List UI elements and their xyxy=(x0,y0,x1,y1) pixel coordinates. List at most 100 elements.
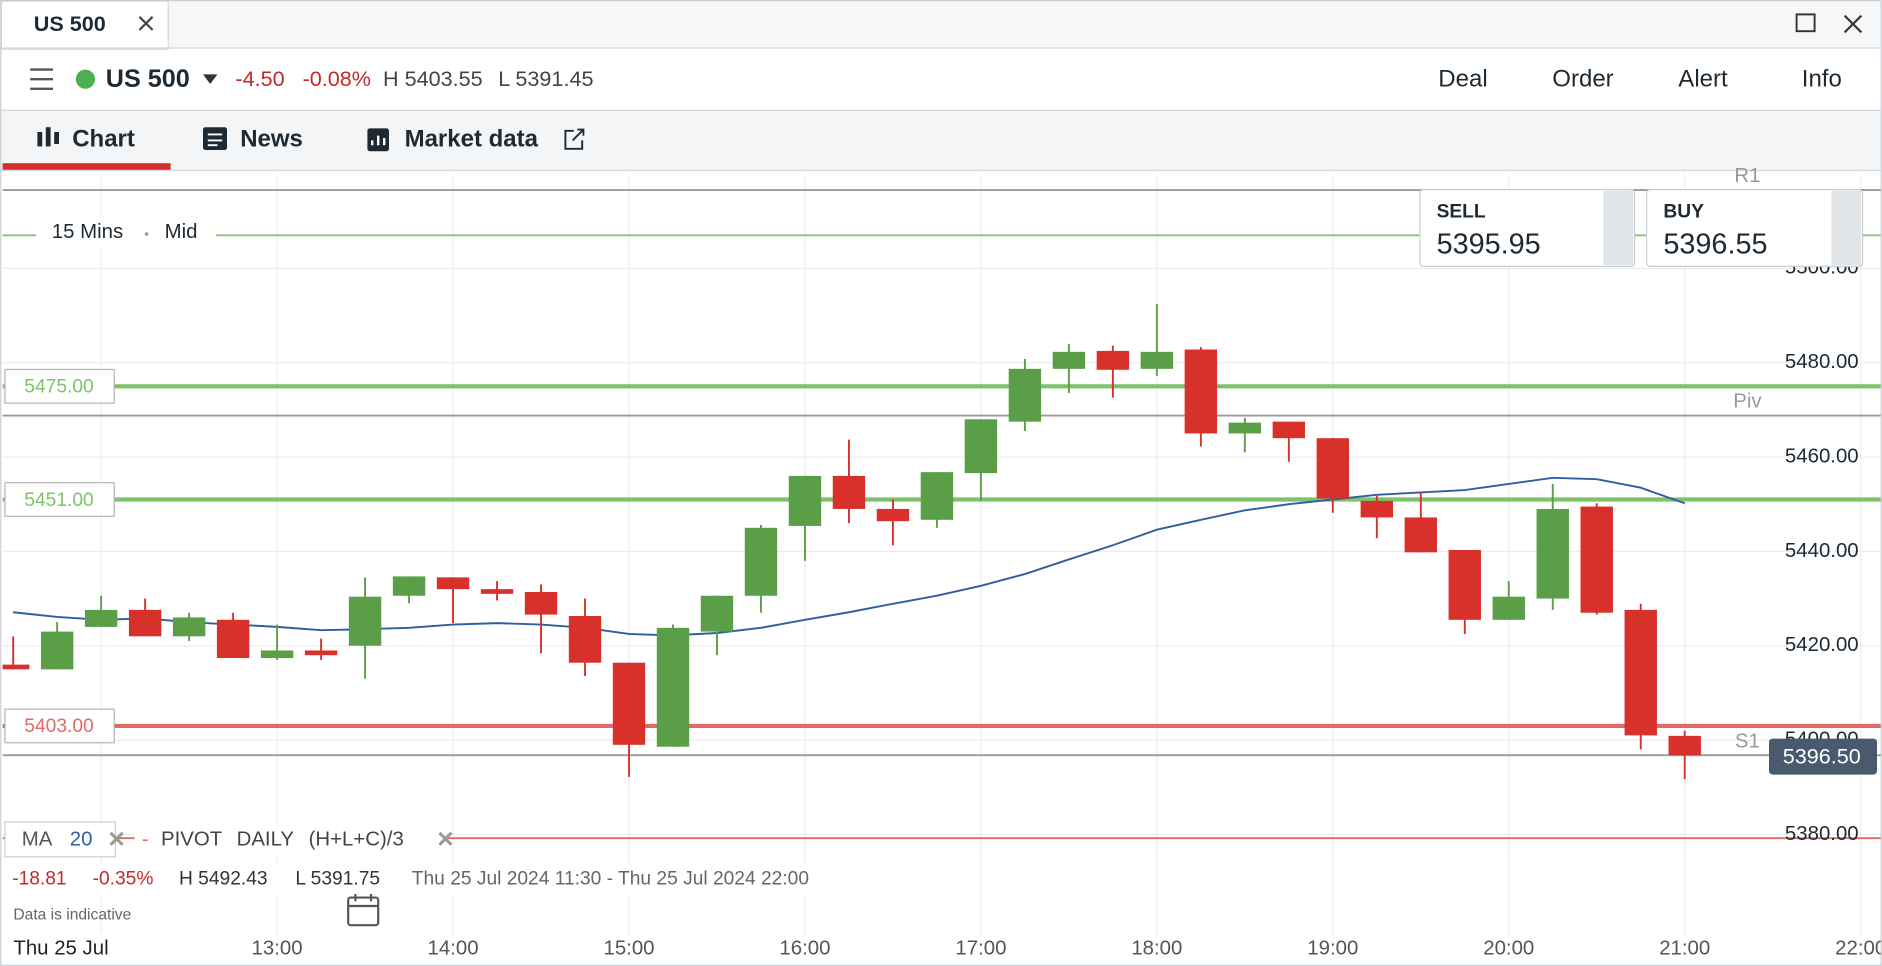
y-tick-label: 5460.00 xyxy=(1785,445,1859,467)
candle-body xyxy=(1668,735,1701,756)
action[interactable]: Info xyxy=(1802,66,1842,93)
candle-body xyxy=(1184,349,1218,434)
x-tick-label: 15:00 xyxy=(603,938,654,960)
candle-body xyxy=(2,664,30,670)
window-tab[interactable] xyxy=(0,0,169,50)
action[interactable]: Alert xyxy=(1678,66,1728,93)
pivot-box xyxy=(134,824,445,856)
period-high: H 5492.43 xyxy=(179,869,268,890)
level-label: R1 xyxy=(1734,165,1760,187)
remove-ma[interactable] xyxy=(109,831,124,846)
close-window[interactable] xyxy=(1843,14,1863,34)
candle-body xyxy=(1140,351,1174,369)
axes: 5380.005400.005420.005440.005460.005480.… xyxy=(4,165,1882,960)
external-link-icon[interactable] xyxy=(564,128,585,150)
ma-line xyxy=(13,476,1686,637)
candle-body xyxy=(1404,517,1437,553)
buy-price: 5396.55 xyxy=(1663,229,1767,261)
pivot-dash: - xyxy=(142,828,149,850)
ma-box xyxy=(4,821,116,858)
candle-body xyxy=(876,508,910,522)
note: Data is indicative xyxy=(13,907,131,924)
x-tick-label: 17:00 xyxy=(955,938,1006,960)
candle-body xyxy=(1448,549,1481,620)
ma-label: MA xyxy=(22,828,53,850)
candle-body xyxy=(1580,506,1613,613)
separator xyxy=(144,232,149,236)
chart-icon xyxy=(37,127,59,147)
level-label: S1 xyxy=(1735,730,1760,752)
candle-body xyxy=(172,617,206,637)
level-label-box xyxy=(4,368,115,404)
level-label-box xyxy=(4,482,115,517)
tab[interactable]: News xyxy=(240,126,303,153)
candle-body xyxy=(1360,500,1394,518)
buy-box-edge xyxy=(1831,190,1862,266)
candle-body xyxy=(392,576,426,596)
symbol[interactable]: US 500 xyxy=(106,65,190,93)
sell-label: SELL xyxy=(1437,201,1486,222)
buy-box[interactable] xyxy=(1646,189,1864,267)
candle-body xyxy=(480,589,514,594)
pivot-formula: (H+L+C)/3 xyxy=(309,828,404,850)
candle-body xyxy=(40,631,74,670)
candle-body xyxy=(832,475,866,509)
change-pct: -0.08% xyxy=(303,66,371,91)
period-low: L 5391.75 xyxy=(295,869,380,890)
candle-body xyxy=(656,627,690,747)
candle-body xyxy=(1096,350,1130,370)
candle-body xyxy=(744,527,778,596)
x-tick-label: 13:00 xyxy=(252,938,303,960)
price-type[interactable]: Mid xyxy=(165,221,198,243)
candle-body xyxy=(260,650,294,659)
sell-price: 5395.95 xyxy=(1437,229,1541,261)
remove-pivot[interactable] xyxy=(438,831,453,846)
action[interactable]: Deal xyxy=(1438,66,1487,93)
plot xyxy=(2,189,1882,840)
candle-body xyxy=(1316,438,1350,499)
last-price-label: 5396.50 xyxy=(1783,744,1861,769)
candle-body xyxy=(304,650,338,656)
interval[interactable]: 15 Mins xyxy=(52,221,123,243)
calendar-icon[interactable] xyxy=(347,896,380,927)
change: -4.50 xyxy=(235,66,284,91)
x-tick-label: 19:00 xyxy=(1307,938,1358,960)
close-tab[interactable] xyxy=(138,16,154,31)
x-tick-label: 21:00 xyxy=(1659,938,1710,960)
active-tab-indicator xyxy=(2,163,171,171)
candle-body xyxy=(524,591,558,615)
candle-body xyxy=(436,577,470,590)
chart-date: Thu 25 Jul xyxy=(13,938,108,960)
pivot-label: PIVOT xyxy=(161,828,222,850)
period-change-pct: -0.35% xyxy=(93,869,154,890)
level-label: 5475.00 xyxy=(24,377,93,398)
maximize[interactable] xyxy=(1795,13,1816,33)
candle-body xyxy=(1492,596,1525,620)
level-label: 5403.00 xyxy=(24,716,93,737)
symbol-dropdown[interactable] xyxy=(203,74,218,84)
level-label: Piv xyxy=(1733,391,1762,413)
level-label-box xyxy=(4,708,115,744)
day-high: H 5403.55 xyxy=(383,66,483,91)
sell-box[interactable] xyxy=(1419,189,1636,267)
menu[interactable] xyxy=(30,68,53,90)
y-tick-label: 5480.00 xyxy=(1785,351,1859,373)
last-price-tag xyxy=(1769,738,1877,775)
candle-body xyxy=(568,616,602,663)
ma-period: 20 xyxy=(70,828,93,850)
x-tick-label: 14:00 xyxy=(428,938,479,960)
pivot-period: DAILY xyxy=(237,828,295,850)
tab[interactable]: Chart xyxy=(72,126,135,153)
tab-bar xyxy=(0,110,1882,172)
tab[interactable]: Market data xyxy=(405,126,539,153)
candle-body xyxy=(1228,422,1262,434)
y-tick-label: 5420.00 xyxy=(1785,634,1859,656)
y-tick-label: 5440.00 xyxy=(1785,540,1859,562)
action[interactable]: Order xyxy=(1552,66,1613,93)
candle-body xyxy=(920,472,954,520)
candle-body xyxy=(788,475,822,526)
status-dot xyxy=(75,69,95,89)
window-tab-label: US 500 xyxy=(34,11,106,36)
